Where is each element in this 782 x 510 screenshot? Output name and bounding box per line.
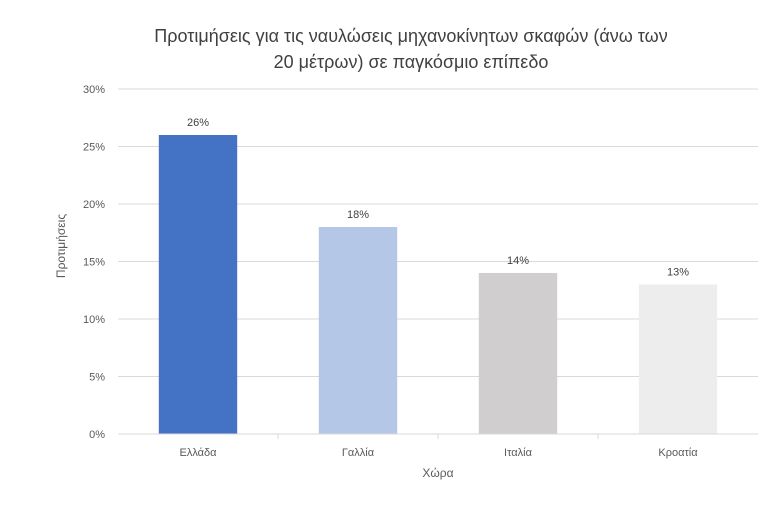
x-tick-label: Γαλλία	[342, 447, 375, 459]
x-tick-label: Ελλάδα	[179, 447, 217, 459]
bar-data-label: 13%	[667, 267, 689, 279]
bar	[638, 284, 718, 434]
bar	[158, 135, 238, 434]
chart-title-line-1: Προτιμήσεις για τις ναυλώσεις μηχανοκίνη…	[154, 26, 667, 46]
bars	[158, 135, 718, 434]
bar	[318, 227, 398, 434]
y-axis-ticks: 0% 5% 10% 15% 20% 25% 30%	[83, 84, 105, 441]
y-tick-label: 10%	[83, 314, 105, 326]
bar-data-label: 18%	[347, 209, 369, 221]
bar-data-label: 26%	[187, 117, 209, 129]
y-tick-label: 0%	[89, 429, 105, 441]
bar	[478, 273, 558, 434]
x-axis-ticks: Ελλάδα Γαλλία Ιταλία Κροατία	[179, 434, 698, 459]
y-tick-label: 25%	[83, 142, 105, 154]
y-tick-label: 30%	[83, 84, 105, 96]
y-tick-label: 5%	[89, 372, 105, 384]
y-axis-title: Προτιμήσεις	[54, 214, 68, 278]
chart-title-line-2: 20 μέτρων) σε παγκόσμιο επίπεδο	[274, 52, 549, 72]
y-tick-label: 15%	[83, 257, 105, 269]
y-tick-label: 20%	[83, 199, 105, 211]
x-axis-title: Χώρα	[422, 466, 453, 480]
x-tick-label: Κροατία	[658, 447, 698, 459]
bar-data-label: 14%	[507, 255, 529, 267]
data-labels: 26% 18% 14% 13%	[187, 117, 689, 279]
x-tick-label: Ιταλία	[504, 447, 533, 459]
